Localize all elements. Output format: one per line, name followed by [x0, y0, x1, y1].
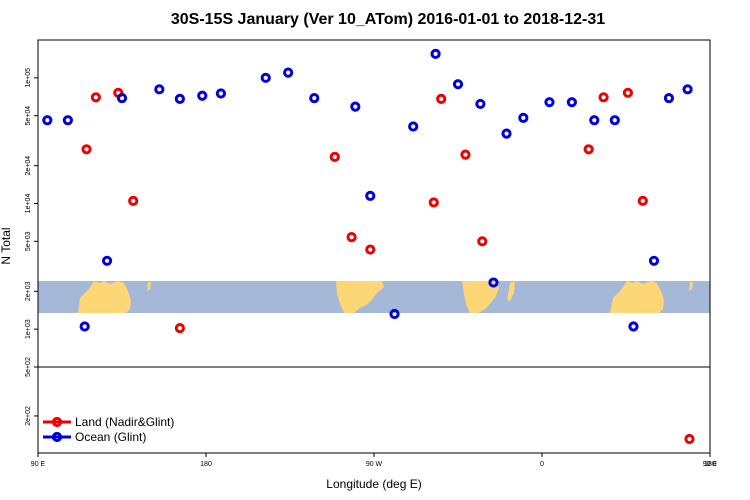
map-land-new-zealand-repeat — [689, 282, 693, 291]
point-land — [460, 149, 471, 160]
y-tick-label-upper: 1e+03 — [25, 319, 32, 339]
point-ocean — [197, 90, 208, 101]
point-ocean — [350, 101, 361, 112]
y-tick-label-upper: 5e+03 — [25, 231, 32, 251]
x-tick-label: 180 — [704, 461, 716, 468]
point-ocean — [589, 115, 600, 126]
point-ocean — [79, 321, 90, 332]
map-land-australia-repeat — [610, 281, 664, 313]
point-land — [174, 322, 185, 334]
point-land — [436, 93, 447, 104]
legend-marker-ocean — [51, 431, 63, 443]
point-land — [684, 433, 695, 445]
legend: Land (Nadir&Glint) Ocean (Glint) — [43, 415, 174, 444]
point-ocean — [154, 84, 165, 95]
point-ocean — [174, 93, 185, 104]
point-ocean — [101, 255, 113, 266]
point-ocean — [475, 98, 486, 110]
data-points — [42, 48, 695, 445]
y-axis-label: N Total — [0, 227, 13, 264]
y-tick-label-upper: 5e+04 — [25, 106, 32, 126]
point-land — [346, 232, 357, 243]
point-land — [583, 144, 594, 155]
point-ocean — [501, 128, 512, 139]
plot-frame-upper — [37, 39, 711, 368]
point-ocean — [682, 84, 693, 95]
map-land-south-america — [336, 281, 384, 313]
legend-label-ocean: Ocean (Glint) — [75, 430, 146, 444]
map-land-madagascar — [507, 281, 515, 301]
point-ocean — [609, 115, 620, 126]
point-land — [622, 87, 633, 98]
x-tick-label: 90 E — [31, 461, 46, 468]
point-ocean — [544, 97, 555, 108]
point-ocean — [215, 88, 227, 99]
y-tick-label-upper: 1e+04 — [25, 194, 32, 214]
x-axis-label: Longitude (deg E) — [326, 477, 421, 491]
x-tick-label: 90 W — [366, 461, 383, 468]
map-land-new-zealand — [147, 282, 151, 291]
point-ocean — [260, 72, 271, 83]
point-ocean — [309, 92, 320, 104]
x-tick-label: 0 — [540, 461, 544, 468]
point-ocean — [628, 321, 639, 332]
point-land — [329, 151, 340, 162]
x-tick-label: 180 — [200, 461, 212, 468]
y-axis: 1e+05 5e+04 2e+04 1e+04 5e+03 2e+03 1e+03 5e+02… — [25, 68, 38, 426]
map-land-australia — [78, 281, 131, 313]
point-ocean — [116, 92, 128, 104]
x-tick-label: 90 E — [703, 461, 718, 468]
point-ocean — [365, 190, 376, 201]
point-land — [477, 236, 488, 247]
point-ocean — [42, 115, 53, 126]
point-ocean — [648, 255, 660, 266]
y-tick-label-upper: 1e+05 — [25, 68, 32, 88]
point-land — [365, 244, 376, 255]
y-tick-label-lower: 2e+02 — [25, 406, 32, 426]
chart-title: 30S-15S January (Ver 10_ATom) 2016-01-01… — [171, 11, 605, 28]
point-land — [128, 195, 139, 206]
point-ocean — [488, 277, 499, 288]
map-land-africa — [462, 281, 499, 313]
point-ocean — [62, 115, 73, 126]
legend-label-land: Land (Nadir&Glint) — [75, 415, 174, 429]
point-ocean — [518, 112, 529, 123]
point-ocean — [283, 67, 294, 78]
point-land — [428, 197, 439, 208]
point-ocean — [430, 48, 441, 60]
point-ocean — [663, 92, 675, 104]
point-ocean — [408, 121, 419, 132]
legend-marker-land — [51, 416, 63, 428]
y-tick-label-upper: 5e+02 — [25, 357, 32, 377]
point-land — [81, 144, 92, 155]
world-map-strip — [38, 281, 710, 313]
point-ocean — [566, 97, 577, 108]
point-land — [637, 195, 648, 206]
point-ocean — [389, 308, 400, 320]
point-ocean — [452, 79, 464, 90]
y-tick-label-upper: 2e+03 — [25, 281, 32, 301]
point-land — [90, 92, 101, 103]
point-land — [598, 92, 609, 103]
y-tick-label-upper: 2e+04 — [25, 156, 32, 176]
